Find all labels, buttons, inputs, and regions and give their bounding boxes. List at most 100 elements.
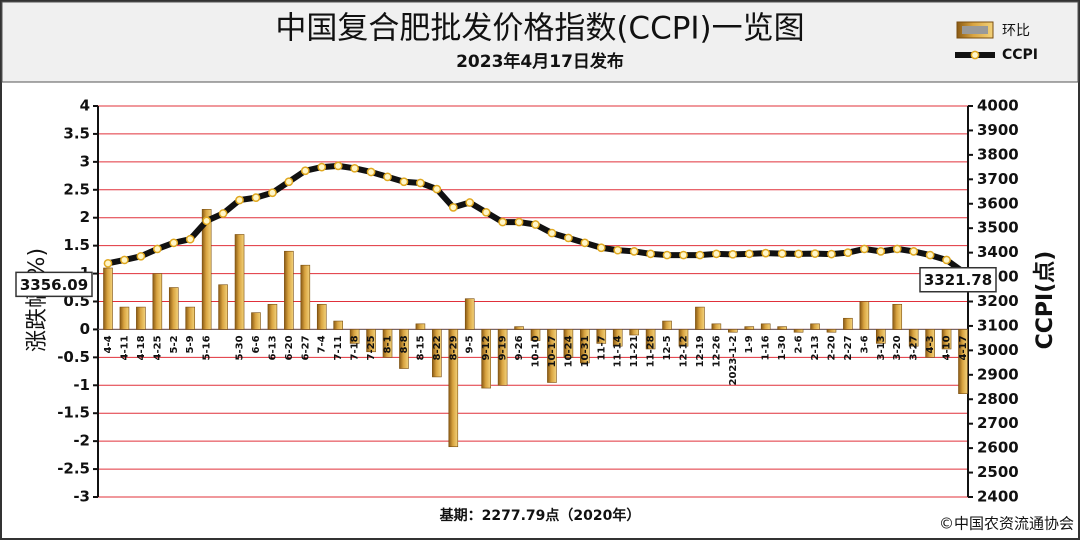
bar bbox=[168, 287, 179, 330]
x-tick-label: 4-10 bbox=[942, 335, 953, 360]
x-tick-label: 10-10 bbox=[531, 335, 542, 367]
x-tick-label: 7-18 bbox=[350, 335, 361, 360]
ccpi-point bbox=[744, 249, 754, 259]
y-tick-label: 1.5 bbox=[63, 236, 90, 254]
x-tick-label: 9-26 bbox=[514, 335, 525, 360]
ccpi-point bbox=[481, 207, 491, 217]
y2-tick-label: 3500 bbox=[977, 219, 1019, 237]
bar bbox=[432, 329, 442, 378]
y-tick-label: 2 bbox=[80, 208, 90, 226]
ccpi-point bbox=[531, 220, 540, 229]
ccpi-point bbox=[284, 177, 294, 187]
chart-title: 中国复合肥批发价格指数(CCPI)一览图 bbox=[275, 11, 804, 47]
x-tick-label: 5-2 bbox=[169, 335, 180, 353]
y-tick-label: -2 bbox=[73, 432, 90, 450]
y2-tick-label: 3900 bbox=[977, 121, 1019, 139]
bar bbox=[941, 329, 952, 350]
ccpi-point bbox=[580, 238, 590, 248]
y2-tick-label: 2500 bbox=[977, 463, 1019, 481]
source: ©中国农资流通协会 bbox=[939, 515, 1074, 533]
y2-tick-label: 3200 bbox=[977, 292, 1019, 310]
ccpi-point bbox=[218, 209, 228, 218]
y-tick-label: 3 bbox=[80, 152, 90, 170]
x-tick-label: 12-26 bbox=[711, 335, 722, 367]
bar bbox=[662, 320, 672, 330]
ccpi-point bbox=[810, 249, 820, 258]
ccpi-point bbox=[300, 166, 310, 176]
ccpi-point bbox=[169, 238, 179, 248]
ccpi-point bbox=[827, 249, 836, 259]
x-tick-label: 11-28 bbox=[646, 335, 657, 367]
x-tick-label: 5-9 bbox=[185, 335, 196, 353]
y-tick-label: 0 bbox=[80, 320, 90, 338]
y2-tick-label: 2600 bbox=[977, 439, 1019, 457]
bar bbox=[908, 329, 919, 347]
bar bbox=[810, 323, 820, 330]
ccpi-point bbox=[416, 178, 425, 188]
legend-swatch-inner bbox=[962, 26, 988, 34]
ccpi-point bbox=[120, 255, 129, 265]
ccpi-point bbox=[202, 216, 212, 226]
x-tick-label: 6-27 bbox=[300, 335, 311, 360]
bar bbox=[547, 329, 557, 383]
bar bbox=[695, 306, 705, 330]
y2-tick-label: 2800 bbox=[977, 390, 1019, 408]
bar bbox=[399, 329, 409, 369]
y2-tick-label: 3600 bbox=[977, 194, 1019, 212]
y2-tick-label: 2400 bbox=[977, 488, 1019, 506]
bar bbox=[136, 306, 146, 330]
ccpi-point bbox=[399, 177, 409, 187]
x-tick-label: 8-8 bbox=[399, 335, 410, 353]
x-tick-label: 3-13 bbox=[876, 335, 887, 360]
x-tick-label: 2-27 bbox=[843, 335, 854, 360]
y-tick-label: -1.5 bbox=[57, 404, 90, 422]
bar bbox=[563, 329, 574, 358]
x-tick-label: 4-17 bbox=[958, 335, 969, 360]
x-tick-label: 5-16 bbox=[202, 335, 213, 360]
y2-tick-label: 4000 bbox=[977, 97, 1019, 115]
ccpi-point bbox=[794, 249, 803, 259]
bar bbox=[119, 306, 130, 330]
bar bbox=[629, 329, 639, 336]
ccpi-point bbox=[251, 193, 261, 202]
bar bbox=[892, 303, 903, 330]
header bbox=[1, 1, 1079, 83]
ccpi-point bbox=[695, 250, 705, 260]
footnote: 基期：2277.79点（2020年） bbox=[440, 507, 641, 524]
bar bbox=[382, 329, 393, 358]
bar bbox=[777, 326, 787, 330]
ccpi-point bbox=[629, 247, 639, 256]
chart-subtitle: 2023年4月17日发布 bbox=[456, 51, 624, 72]
bar bbox=[925, 329, 935, 358]
x-tick-label: 4-25 bbox=[152, 335, 163, 360]
ccpi-point bbox=[350, 163, 359, 173]
y2-tick-label: 2900 bbox=[977, 365, 1019, 383]
bar bbox=[612, 329, 623, 347]
y2-tick-label: 3000 bbox=[977, 341, 1019, 359]
x-tick-label: 2-13 bbox=[810, 335, 821, 360]
x-tick-label: 9-19 bbox=[498, 335, 509, 360]
y-tick-label: -0.5 bbox=[57, 348, 90, 366]
x-tick-label: 7-4 bbox=[317, 335, 328, 353]
x-tick-label: 7-11 bbox=[333, 335, 344, 360]
bar bbox=[284, 250, 294, 330]
y-tick-label: -2.5 bbox=[57, 460, 90, 478]
x-tick-label: 6-6 bbox=[251, 335, 262, 353]
ccpi-point bbox=[152, 244, 162, 254]
bar bbox=[497, 329, 508, 386]
y-tick-label: 3.5 bbox=[63, 124, 90, 142]
bar bbox=[843, 317, 853, 330]
bar bbox=[530, 329, 541, 341]
value-label: 3321.78 bbox=[924, 271, 992, 289]
bar bbox=[185, 306, 196, 330]
y2-tick-label: 3800 bbox=[977, 145, 1019, 163]
ccpi-point bbox=[383, 172, 392, 182]
x-tick-label: 1-30 bbox=[777, 335, 788, 360]
ccpi-point bbox=[646, 249, 655, 259]
bar bbox=[760, 323, 771, 330]
ccpi-point bbox=[876, 247, 886, 256]
x-tick-label: 3-27 bbox=[909, 335, 920, 360]
ccpi-point bbox=[317, 162, 327, 172]
ccpi-point bbox=[103, 259, 113, 268]
